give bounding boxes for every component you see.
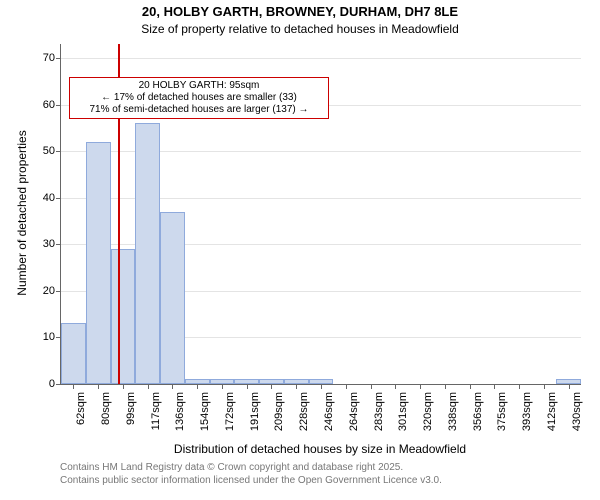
annotation-line3: 71% of semi-detached houses are larger (… (74, 104, 324, 116)
y-tick-label: 60 (31, 99, 55, 111)
y-tick-mark (56, 105, 61, 106)
footer-line2: Contains public sector information licen… (60, 475, 442, 488)
x-tick-mark (395, 384, 396, 389)
x-tick-label: 393sqm (521, 392, 533, 442)
gridline (61, 58, 581, 59)
x-tick-label: 264sqm (348, 392, 360, 442)
x-tick-mark (494, 384, 495, 389)
plot-area: 01020304050607062sqm80sqm99sqm117sqm136s… (60, 44, 581, 385)
x-tick-label: 209sqm (273, 392, 285, 442)
histogram-bar (61, 323, 86, 384)
x-tick-mark (296, 384, 297, 389)
y-tick-label: 0 (31, 378, 55, 390)
x-tick-mark (519, 384, 520, 389)
y-tick-label: 50 (31, 145, 55, 157)
annotation-line1: 20 HOLBY GARTH: 95sqm (74, 80, 324, 92)
histogram-bar (86, 142, 111, 384)
x-tick-label: 172sqm (224, 392, 236, 442)
x-tick-mark (445, 384, 446, 389)
y-tick-label: 20 (31, 285, 55, 297)
x-tick-mark (98, 384, 99, 389)
x-tick-mark (271, 384, 272, 389)
x-tick-label: 154sqm (199, 392, 211, 442)
x-tick-label: 430sqm (571, 392, 583, 442)
histogram-bar (111, 249, 136, 384)
x-tick-label: 62sqm (75, 392, 87, 442)
x-tick-label: 283sqm (373, 392, 385, 442)
x-tick-mark (544, 384, 545, 389)
footer-credits: Contains HM Land Registry data © Crown c… (60, 462, 442, 487)
x-tick-label: 99sqm (125, 392, 137, 442)
x-tick-mark (172, 384, 173, 389)
y-tick-mark (56, 151, 61, 152)
x-tick-mark (247, 384, 248, 389)
x-tick-mark (346, 384, 347, 389)
x-tick-mark (470, 384, 471, 389)
annotation-box: 20 HOLBY GARTH: 95sqm← 17% of detached h… (69, 77, 329, 119)
histogram-bar (135, 123, 160, 384)
x-tick-label: 136sqm (174, 392, 186, 442)
x-tick-label: 412sqm (546, 392, 558, 442)
y-tick-label: 70 (31, 52, 55, 64)
y-tick-mark (56, 384, 61, 385)
x-tick-mark (148, 384, 149, 389)
x-tick-label: 246sqm (323, 392, 335, 442)
x-tick-label: 375sqm (496, 392, 508, 442)
x-tick-mark (123, 384, 124, 389)
x-tick-mark (197, 384, 198, 389)
chart-title-line2: Size of property relative to detached ho… (0, 22, 600, 36)
x-tick-label: 191sqm (249, 392, 261, 442)
x-tick-label: 356sqm (472, 392, 484, 442)
histogram-bar (160, 212, 185, 384)
x-tick-label: 320sqm (422, 392, 434, 442)
x-tick-mark (222, 384, 223, 389)
x-tick-mark (321, 384, 322, 389)
y-tick-label: 40 (31, 192, 55, 204)
x-axis-label: Distribution of detached houses by size … (60, 442, 580, 456)
x-tick-mark (420, 384, 421, 389)
x-tick-label: 338sqm (447, 392, 459, 442)
y-tick-label: 10 (31, 331, 55, 343)
y-tick-mark (56, 244, 61, 245)
footer-line1: Contains HM Land Registry data © Crown c… (60, 462, 442, 475)
x-tick-label: 117sqm (150, 392, 162, 442)
annotation-line2: ← 17% of detached houses are smaller (33… (74, 92, 324, 104)
x-tick-label: 228sqm (298, 392, 310, 442)
chart-title-line1: 20, HOLBY GARTH, BROWNEY, DURHAM, DH7 8L… (0, 4, 600, 19)
y-tick-mark (56, 291, 61, 292)
chart-container: 20, HOLBY GARTH, BROWNEY, DURHAM, DH7 8L… (0, 0, 600, 500)
x-tick-mark (371, 384, 372, 389)
x-tick-label: 301sqm (397, 392, 409, 442)
x-tick-label: 80sqm (100, 392, 112, 442)
y-tick-label: 30 (31, 238, 55, 250)
x-tick-mark (73, 384, 74, 389)
y-tick-mark (56, 58, 61, 59)
y-axis-label: Number of detached properties (15, 43, 29, 383)
x-tick-mark (569, 384, 570, 389)
y-tick-mark (56, 198, 61, 199)
